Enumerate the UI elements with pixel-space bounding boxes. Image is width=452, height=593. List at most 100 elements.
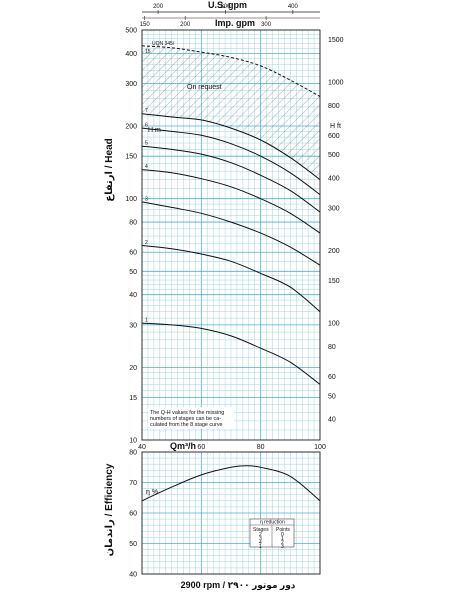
head-left-tick-label: 100	[125, 196, 137, 203]
stage-label-2: 2	[145, 240, 148, 246]
efficiency-chart-grid	[141, 451, 321, 575]
efficiency-tick-label: 60	[129, 511, 137, 518]
efficiency-reduction-table: η reduction Stages Points 2 0 3 1 4 2 1 …	[249, 518, 295, 550]
efficiency-curves	[141, 465, 321, 502]
us-gpm-axis-label: U.S. gpm	[208, 0, 247, 10]
imp-gpm-tick-label: 200	[180, 22, 191, 28]
flow-tick-label: 80	[257, 444, 265, 451]
head-right-ticks: 40 50 60 80 100 150 200 300 400 500 600 800 1000 1500	[328, 37, 344, 424]
head-curve-stage-4	[141, 169, 321, 234]
svg-text:Stages: Stages	[253, 527, 269, 533]
efficiency-unit: η %	[146, 489, 158, 496]
head-left-tick-label: 10	[129, 438, 137, 445]
imp-gpm-tick-label: 150	[140, 22, 151, 28]
efficiency-axis-label: راندمان / Efficiency	[104, 463, 115, 556]
svg-text:3: 3	[281, 544, 284, 550]
stage-label-4: 4	[145, 164, 148, 170]
stage-labels: 1 2 3 4 5 6 7 15	[145, 49, 151, 324]
head-left-tick-label: 150	[125, 154, 137, 161]
rpm-footer: 2900 rpm / ۲۹۰۰ دور موتور	[181, 580, 296, 591]
us-gpm-tick-label: 200	[153, 4, 164, 10]
efficiency-tick-label: 70	[129, 480, 137, 487]
svg-text:Points: Points	[276, 527, 290, 533]
svg-text:2: 2	[259, 532, 262, 538]
head-left-tick-label: 50	[129, 269, 137, 276]
efficiency-chart-frame	[141, 451, 321, 575]
head-curve-stage-5	[141, 145, 321, 213]
head-axis-label: ارتفاع / Head	[104, 138, 115, 202]
efficiency-tick-label: 40	[129, 572, 137, 579]
head-right-tick-label: 400	[328, 175, 340, 182]
head-curve-stage-6	[141, 127, 321, 195]
head-left-tick-label: 15	[129, 395, 137, 402]
head-right-tick-label: 200	[328, 248, 340, 255]
head-left-tick-label: 400	[125, 51, 137, 58]
svg-text:1: 1	[259, 544, 262, 550]
stage-note: The Q-H values for the missing numbers o…	[148, 407, 234, 429]
head-unit-left: H m	[148, 127, 161, 134]
head-curve-stage-7	[141, 113, 321, 180]
head-left-tick-label: 300	[125, 81, 137, 88]
head-right-tick-label: 60	[328, 374, 336, 381]
head-right-tick-label: 1000	[328, 79, 344, 86]
head-left-ticks: 10 15 20 30 40 50 60 80 100 150 200 300 400 500	[125, 28, 137, 445]
head-curve-stage-3	[141, 201, 321, 266]
stage-label-15: 15	[145, 49, 151, 55]
us-gpm-ticks: 200 300 400	[153, 4, 299, 14]
imp-gpm-tick-label: 300	[261, 22, 272, 28]
head-right-tick-label: 150	[328, 278, 340, 285]
svg-text:3: 3	[259, 536, 262, 542]
svg-text:η reduction: η reduction	[260, 520, 285, 526]
head-right-tick-label: 600	[328, 133, 340, 140]
us-gpm-tick-label: 400	[288, 4, 299, 10]
on-request-label: On request	[187, 84, 222, 91]
head-unit-right: H ft	[330, 123, 341, 130]
head-left-tick-label: 30	[129, 322, 137, 329]
efficiency-tick-label: 80	[129, 450, 137, 457]
stage-label-5: 5	[145, 141, 148, 147]
stage-label-1: 1	[145, 318, 148, 324]
svg-text:culated from the 8 stage curve: culated from the 8 stage curve	[150, 422, 223, 428]
efficiency-ticks: 40 50 60 70 80	[129, 450, 137, 579]
head-left-tick-label: 500	[125, 28, 137, 35]
head-curve-stage-2	[141, 245, 321, 313]
svg-text:The Q-H values for the missing: The Q-H values for the missing	[150, 410, 224, 416]
head-right-tick-label: 80	[328, 344, 336, 351]
head-right-tick-label: 1500	[328, 37, 344, 44]
flow-axis-label: Qm³/h	[170, 441, 196, 451]
svg-text:numbers of stages can be ca-: numbers of stages can be ca-	[150, 416, 221, 422]
model-label: UQN 345/	[152, 41, 175, 47]
svg-text:0: 0	[281, 532, 284, 538]
head-curve-stage-1	[141, 322, 321, 385]
head-right-tick-label: 800	[328, 103, 340, 110]
head-left-tick-label: 200	[125, 124, 137, 131]
svg-text:4: 4	[259, 540, 262, 546]
head-left-tick-label: 20	[129, 365, 137, 372]
svg-text:1: 1	[281, 536, 284, 542]
head-right-tick-label: 100	[328, 321, 340, 328]
head-right-tick-label: 300	[328, 206, 340, 213]
head-right-tick-label: 500	[328, 152, 340, 159]
imp-gpm-axis-label: Imp. gpm	[215, 18, 255, 28]
flow-ticks: 40 60 80 100	[138, 444, 326, 451]
svg-text:2: 2	[281, 540, 284, 546]
head-right-tick-label: 50	[328, 393, 336, 400]
head-left-tick-label: 80	[129, 220, 137, 227]
stage-label-6: 6	[145, 123, 148, 129]
stage-label-3: 3	[145, 196, 148, 202]
imp-gpm-ticks: 150 200 300	[140, 16, 272, 28]
head-left-tick-label: 40	[129, 292, 137, 299]
on-request-hatched-region	[142, 45, 320, 180]
head-curves	[141, 45, 321, 385]
head-chart-frame	[141, 29, 321, 441]
head-right-tick-label: 40	[328, 417, 336, 424]
flow-tick-label: 100	[314, 444, 326, 451]
flow-tick-label: 40	[138, 444, 146, 451]
flow-tick-label: 60	[197, 444, 205, 451]
stage-label-7: 7	[145, 108, 148, 114]
efficiency-curve	[141, 465, 321, 502]
head-left-tick-label: 60	[129, 250, 137, 257]
us-gpm-tick-label: 300	[220, 4, 231, 10]
efficiency-tick-label: 50	[129, 541, 137, 548]
